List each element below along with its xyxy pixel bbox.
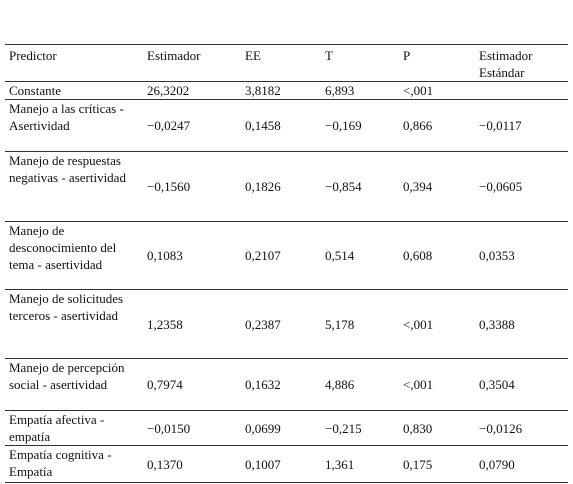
table-row: Manejo de solicitudes terceros - asertiv… [5,289,568,359]
value-cell: 5,178 [321,289,399,359]
table-row: Manejo a las críticas - Asertividad −0,02… [5,99,568,152]
predictor-cell: Empatía cognitiva - Empatía [5,445,143,483]
value-cell: 0,0790 [475,445,568,483]
predictor-cell: Manejo de desconocimiento del tema - ase… [5,221,143,290]
predictor-cell: Manejo a las críticas - Asertividad [5,99,143,152]
value-cell: 0,0699 [241,410,321,446]
table: Predictor Estimador EE T P Estimador Estándar… [5,44,568,483]
header-cell: P [399,44,475,82]
value-cell: −0,1560 [143,151,241,222]
value-cell: −0,0117 [475,99,568,152]
value-cell: 0,1083 [143,221,241,290]
predictor-cell: Manejo de solicitudes terceros - asertiv… [5,289,143,359]
value-cell: 26,3202 [143,81,241,100]
value-cell: 0,394 [399,151,475,222]
predictor-cell: Constante [5,81,143,100]
value-cell: −0,215 [321,410,399,446]
header-cell: Estimador Estándar [475,44,568,82]
table-row: Manejo de desconocimiento del tema - ase… [5,221,568,290]
table-row: Constante 26,3202 3,8182 6,893 <,001 [5,81,568,100]
header-row: Predictor Estimador EE T P Estimador Estándar [5,44,568,82]
value-cell: 0,514 [321,221,399,290]
value-cell: 0,830 [399,410,475,446]
header-cell: Estimador [143,44,241,82]
value-cell: <,001 [399,81,475,100]
value-cell: 1,361 [321,445,399,483]
value-cell: 0,0353 [475,221,568,290]
predictor-cell: Empatía afectiva - empatía [5,410,143,446]
table-row: Empatía cognitiva - Empatía 0,1370 0,1007 1… [5,445,568,483]
value-cell: 0,1458 [241,99,321,152]
table-row: Manejo de percepción social - asertivida… [5,358,568,411]
value-cell: −0,0605 [475,151,568,222]
value-cell: 0,866 [399,99,475,152]
value-cell: 0,7974 [143,358,241,411]
table-wrap: Predictor Estimador EE T P Estimador Estándar… [5,44,568,483]
value-cell: 0,2107 [241,221,321,290]
header-cell: EE [241,44,321,82]
value-cell: 0,608 [399,221,475,290]
value-cell: −0,0126 [475,410,568,446]
value-cell: <,001 [399,358,475,411]
value-cell: 0,1632 [241,358,321,411]
value-cell: −0,0247 [143,99,241,152]
value-cell: 1,2358 [143,289,241,359]
value-cell: 0,2387 [241,289,321,359]
value-cell: 0,1007 [241,445,321,483]
table-row: Empatía afectiva - empatía −0,0150 0,0699−… [5,410,568,446]
header-cell: T [321,44,399,82]
predictor-cell: Manejo de respuestas negativas - asertiv… [5,151,143,222]
value-cell: 0,3388 [475,289,568,359]
value-cell: −0,0150 [143,410,241,446]
value-cell: 3,8182 [241,81,321,100]
value-cell: 0,1370 [143,445,241,483]
value-cell: −0,169 [321,99,399,152]
value-cell: −0,854 [321,151,399,222]
value-cell: 0,3504 [475,358,568,411]
value-cell: 6,893 [321,81,399,100]
value-cell [475,81,568,100]
value-cell: 0,175 [399,445,475,483]
header-cell: Predictor [5,44,143,82]
value-cell: <,001 [399,289,475,359]
value-cell: 4,886 [321,358,399,411]
predictor-cell: Manejo de percepción social - asertivida… [5,358,143,411]
table-row: Manejo de respuestas negativas - asertiv… [5,151,568,222]
value-cell: 0,1826 [241,151,321,222]
